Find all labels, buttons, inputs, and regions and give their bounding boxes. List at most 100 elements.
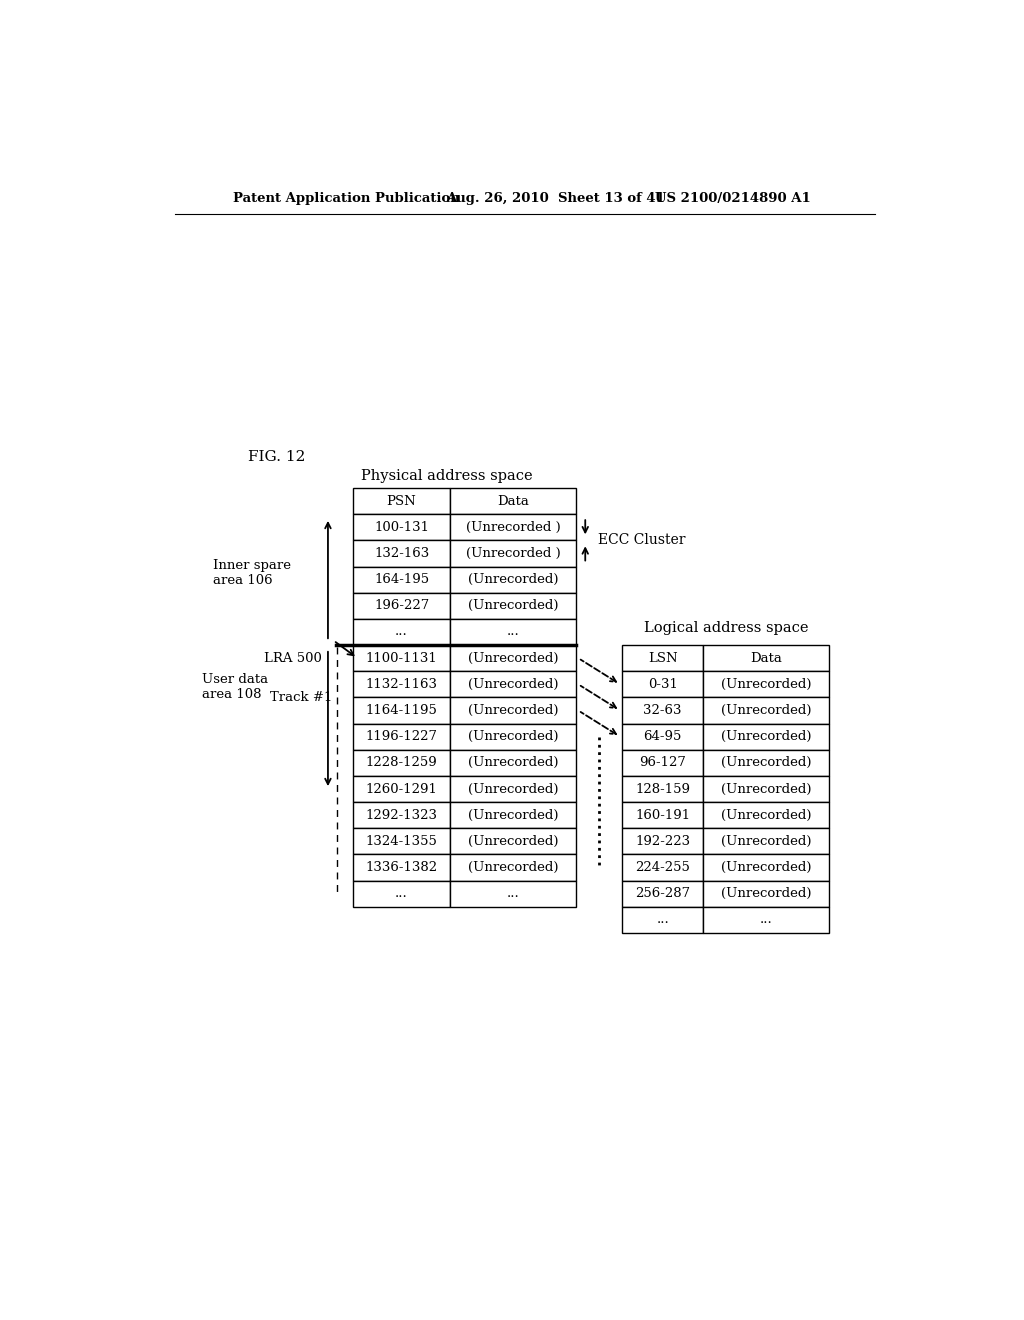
- Text: (Unrecorded): (Unrecorded): [721, 861, 811, 874]
- Bar: [352, 619, 451, 645]
- Text: (Unrecorded): (Unrecorded): [468, 809, 558, 822]
- Text: 164-195: 164-195: [374, 573, 429, 586]
- Text: User data
area 108: User data area 108: [202, 673, 267, 701]
- Bar: [352, 488, 451, 513]
- Text: 64-95: 64-95: [643, 730, 682, 743]
- Text: (Unrecorded): (Unrecorded): [468, 704, 558, 717]
- Bar: [352, 645, 451, 671]
- Text: Track #1: Track #1: [270, 690, 332, 704]
- Text: (Unrecorded): (Unrecorded): [468, 730, 558, 743]
- Text: (Unrecorded): (Unrecorded): [468, 834, 558, 847]
- Text: FIG. 12: FIG. 12: [248, 450, 305, 465]
- Bar: [451, 488, 575, 513]
- Text: 100-131: 100-131: [374, 520, 429, 533]
- Bar: [451, 854, 575, 880]
- Text: 160-191: 160-191: [635, 809, 690, 822]
- Bar: [352, 880, 451, 907]
- Text: (Unrecorded): (Unrecorded): [721, 887, 811, 900]
- Bar: [703, 880, 829, 907]
- Text: 1292-1323: 1292-1323: [366, 809, 437, 822]
- Bar: [451, 750, 575, 776]
- Text: ...: ...: [395, 887, 408, 900]
- Bar: [623, 697, 703, 723]
- Text: (Unrecorded): (Unrecorded): [721, 756, 811, 770]
- Text: US 2100/0214890 A1: US 2100/0214890 A1: [655, 191, 811, 205]
- Text: Physical address space: Physical address space: [361, 469, 534, 483]
- Bar: [623, 829, 703, 854]
- Bar: [451, 829, 575, 854]
- Bar: [352, 671, 451, 697]
- Text: (Unrecorded): (Unrecorded): [721, 730, 811, 743]
- Bar: [352, 515, 451, 540]
- Bar: [451, 671, 575, 697]
- Bar: [703, 803, 829, 829]
- Text: ...: ...: [760, 913, 772, 927]
- Text: (Unrecorded): (Unrecorded): [468, 599, 558, 612]
- Bar: [352, 854, 451, 880]
- Bar: [451, 697, 575, 723]
- Text: 1164-1195: 1164-1195: [366, 704, 437, 717]
- Text: 128-159: 128-159: [635, 783, 690, 796]
- Text: (Unrecorded): (Unrecorded): [468, 783, 558, 796]
- Bar: [623, 776, 703, 803]
- Text: 1228-1259: 1228-1259: [366, 756, 437, 770]
- Text: (Unrecorded ): (Unrecorded ): [466, 546, 560, 560]
- Bar: [623, 907, 703, 933]
- Text: (Unrecorded): (Unrecorded): [721, 704, 811, 717]
- Bar: [703, 829, 829, 854]
- Bar: [451, 723, 575, 750]
- Text: (Unrecorded ): (Unrecorded ): [466, 520, 560, 533]
- Text: LSN: LSN: [648, 652, 678, 665]
- Bar: [451, 645, 575, 671]
- Text: (Unrecorded): (Unrecorded): [468, 573, 558, 586]
- Text: (Unrecorded): (Unrecorded): [721, 809, 811, 822]
- Bar: [451, 619, 575, 645]
- Bar: [352, 803, 451, 829]
- Text: 196-227: 196-227: [374, 599, 429, 612]
- Bar: [623, 723, 703, 750]
- Text: (Unrecorded): (Unrecorded): [468, 756, 558, 770]
- Text: 1324-1355: 1324-1355: [366, 834, 437, 847]
- Text: 1196-1227: 1196-1227: [366, 730, 437, 743]
- Bar: [703, 750, 829, 776]
- Text: (Unrecorded): (Unrecorded): [468, 652, 558, 665]
- Text: Aug. 26, 2010  Sheet 13 of 41: Aug. 26, 2010 Sheet 13 of 41: [445, 191, 665, 205]
- Text: 1132-1163: 1132-1163: [366, 677, 437, 690]
- Bar: [352, 829, 451, 854]
- Bar: [703, 723, 829, 750]
- Text: 1260-1291: 1260-1291: [366, 783, 437, 796]
- Text: 0-31: 0-31: [648, 677, 678, 690]
- Bar: [623, 750, 703, 776]
- Text: 1100-1131: 1100-1131: [366, 652, 437, 665]
- Text: Data: Data: [498, 495, 529, 508]
- Text: 256-287: 256-287: [635, 887, 690, 900]
- Bar: [451, 593, 575, 619]
- Bar: [352, 540, 451, 566]
- Text: ...: ...: [656, 913, 669, 927]
- Text: LRA 500: LRA 500: [263, 652, 322, 665]
- Bar: [623, 671, 703, 697]
- Bar: [623, 803, 703, 829]
- Bar: [623, 880, 703, 907]
- Text: (Unrecorded): (Unrecorded): [721, 783, 811, 796]
- Bar: [703, 697, 829, 723]
- Text: 96-127: 96-127: [639, 756, 686, 770]
- Text: (Unrecorded): (Unrecorded): [721, 677, 811, 690]
- Text: 132-163: 132-163: [374, 546, 429, 560]
- Bar: [451, 515, 575, 540]
- Bar: [703, 645, 829, 671]
- Bar: [451, 880, 575, 907]
- Text: Patent Application Publication: Patent Application Publication: [232, 191, 460, 205]
- Text: 224-255: 224-255: [635, 861, 690, 874]
- Bar: [352, 776, 451, 803]
- Bar: [352, 723, 451, 750]
- Text: 1336-1382: 1336-1382: [366, 861, 437, 874]
- Bar: [703, 776, 829, 803]
- Bar: [451, 540, 575, 566]
- Bar: [623, 645, 703, 671]
- Text: ...: ...: [507, 887, 519, 900]
- Bar: [703, 907, 829, 933]
- Text: 192-223: 192-223: [635, 834, 690, 847]
- Text: Inner spare
area 106: Inner spare area 106: [213, 560, 291, 587]
- Bar: [451, 803, 575, 829]
